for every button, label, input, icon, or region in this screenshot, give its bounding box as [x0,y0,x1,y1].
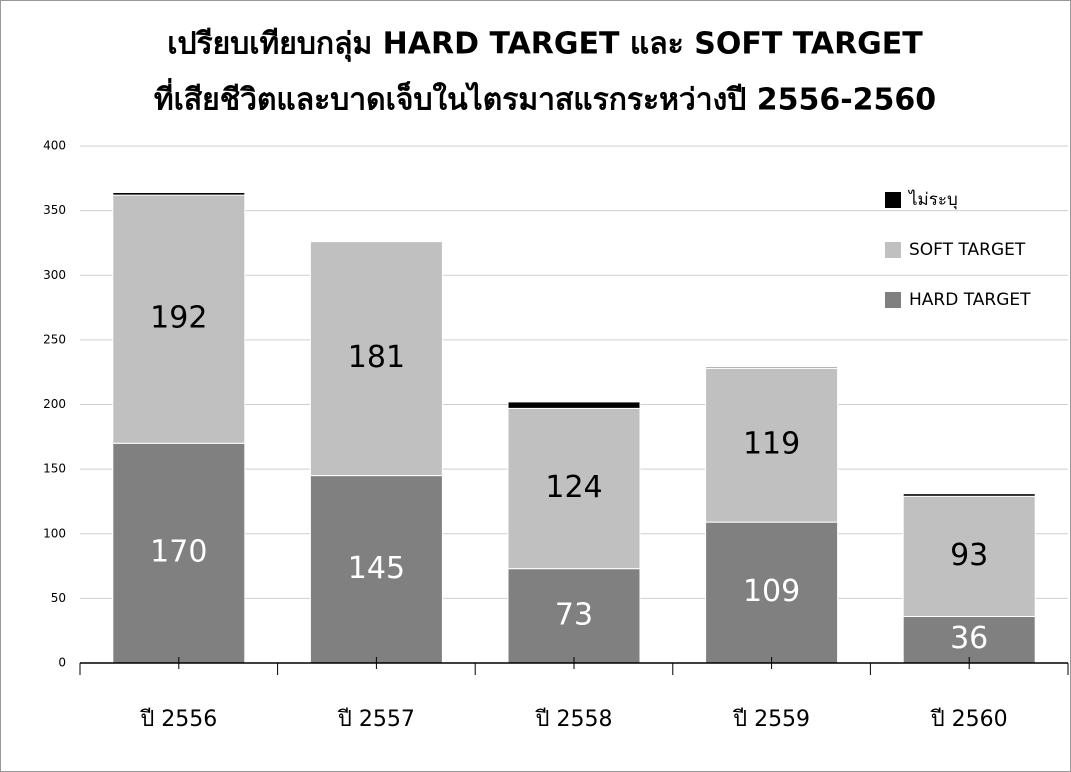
data-label: 36 [950,621,988,656]
x-tick-label: ปี 2559 [732,707,810,732]
bar-segment [902,615,1036,664]
x-tick-label: ปี 2557 [337,707,415,732]
legend-swatch [885,292,901,308]
bar-segment [902,493,1036,497]
legend-swatch [885,192,901,208]
y-tick-label: 250 [43,332,66,346]
bar-segment [112,192,246,196]
bar-segment [507,568,641,664]
x-tick-label: ปี 2560 [930,707,1008,732]
data-label: 124 [545,470,602,505]
bar-segment [902,495,1036,617]
y-tick-label: 150 [43,462,66,476]
bar-segment [705,521,839,664]
bar-segment [112,442,246,664]
data-label: 93 [950,538,988,573]
legend-swatch [885,242,901,258]
bar-segment [112,194,246,444]
bar-segment [507,401,641,409]
y-tick-label: 200 [43,397,66,411]
chart-title: เปรียบเทียบกลุ่ม HARD TARGET และ SOFT TA… [167,27,923,63]
y-tick-label: 100 [43,526,66,540]
bar-segment [705,366,839,369]
bar-segment [309,241,443,477]
y-tick-label: 300 [43,268,66,282]
y-tick-label: 400 [43,139,66,153]
bar-segment [507,407,641,570]
legend-label: SOFT TARGET [909,240,1026,260]
x-tick-label: ปี 2558 [534,707,612,732]
y-tick-label: 0 [58,656,66,670]
data-label: 192 [150,301,207,336]
x-tick-label: ปี 2556 [139,707,217,732]
data-label: 181 [348,340,405,375]
data-label: 170 [150,535,207,570]
data-label: 73 [555,597,593,632]
y-tick-label: 50 [51,591,66,605]
chart-title: ที่เสียชีวิตและบาดเจ็บในไตรมาสแรกระหว่าง… [154,78,936,118]
legend-label: HARD TARGET [909,290,1031,310]
y-tick-label: 350 [43,203,66,217]
data-label: 109 [743,574,800,609]
bar-segment [705,367,839,523]
data-label: 145 [348,551,405,586]
legend-label: ไม่ระบุ [907,189,958,210]
data-label: 119 [743,427,800,462]
